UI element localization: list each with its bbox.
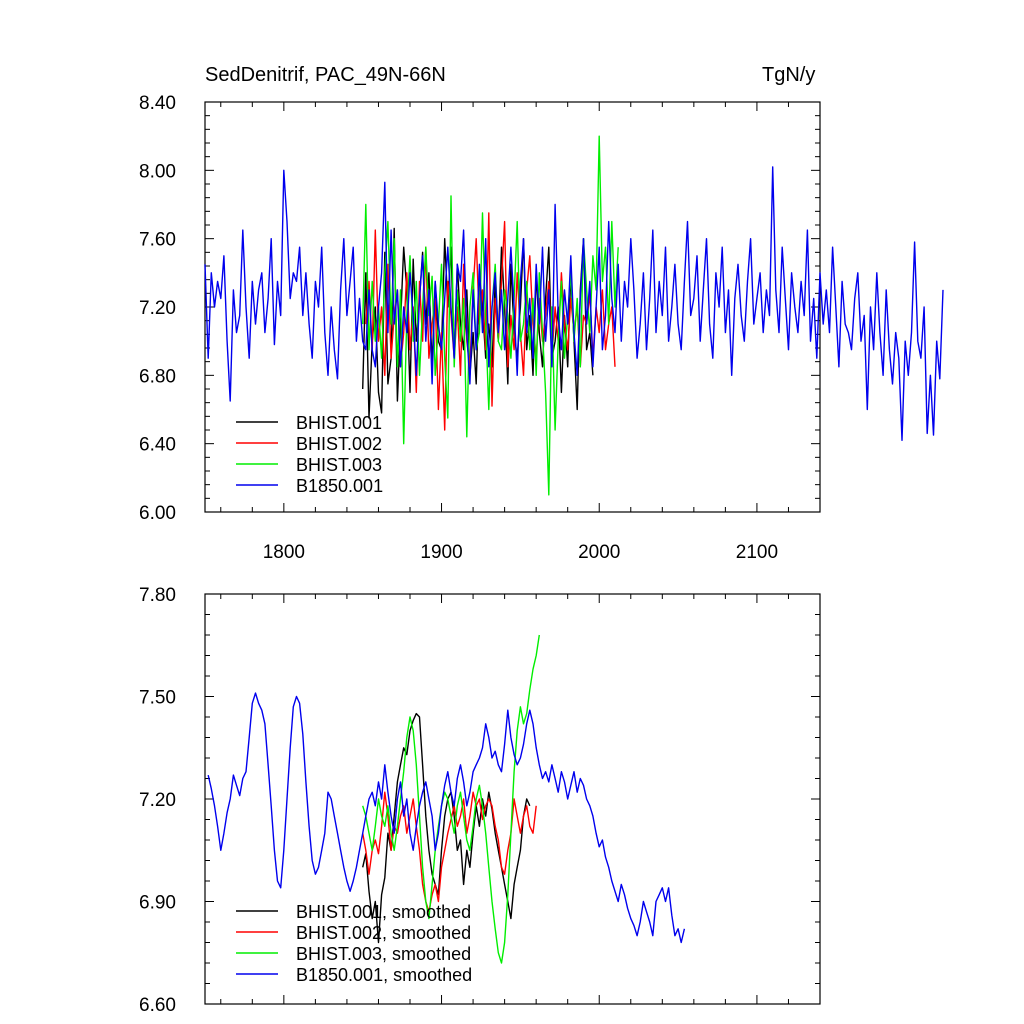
y-tick-label: 7.60: [139, 230, 176, 251]
y-tick-label: 7.80: [139, 585, 176, 606]
series-line-1: [362, 791, 537, 913]
legend-label: BHIST.003, smoothed: [296, 944, 471, 964]
series-line-2: [362, 634, 540, 964]
series-line-2: [362, 135, 619, 496]
y-tick-label: 6.40: [139, 435, 176, 456]
legend-label: BHIST.001, smoothed: [296, 902, 471, 922]
y-tick-label: 6.60: [139, 995, 176, 1016]
x-tick-label: 1900: [420, 542, 462, 563]
series-line-3: [204, 166, 944, 441]
legend-label: B1850.001: [296, 476, 383, 496]
y-tick-label: 7.20: [139, 298, 176, 319]
x-tick-label: 2100: [736, 542, 778, 563]
y-tick-label: 7.20: [139, 790, 176, 811]
legend-label: B1850.001, smoothed: [296, 965, 472, 985]
legend-label: BHIST.003: [296, 455, 382, 475]
x-tick-label: 2000: [578, 542, 620, 563]
y-tick-label: 8.00: [139, 161, 176, 182]
y-tick-label: 6.00: [139, 503, 176, 524]
x-tick-label: 1800: [263, 542, 305, 563]
legend-label: BHIST.002: [296, 434, 382, 454]
units-label: TgN/y: [762, 64, 816, 86]
legend-label: BHIST.001: [296, 413, 382, 433]
y-tick-label: 6.80: [139, 366, 176, 387]
series-line-3: [207, 692, 686, 944]
y-tick-label: 7.50: [139, 688, 176, 709]
chart-title: SedDenitrif, PAC_49N-66N: [205, 64, 446, 86]
top-chart-panel: 1800 1900 2000 2100 6.00 6.40 6.80 7.20 7.60 8.00…: [139, 93, 944, 563]
y-tick-label: 6.90: [139, 893, 176, 914]
y-tick-label: 8.40: [139, 93, 176, 114]
legend-label: BHIST.002, smoothed: [296, 923, 471, 943]
